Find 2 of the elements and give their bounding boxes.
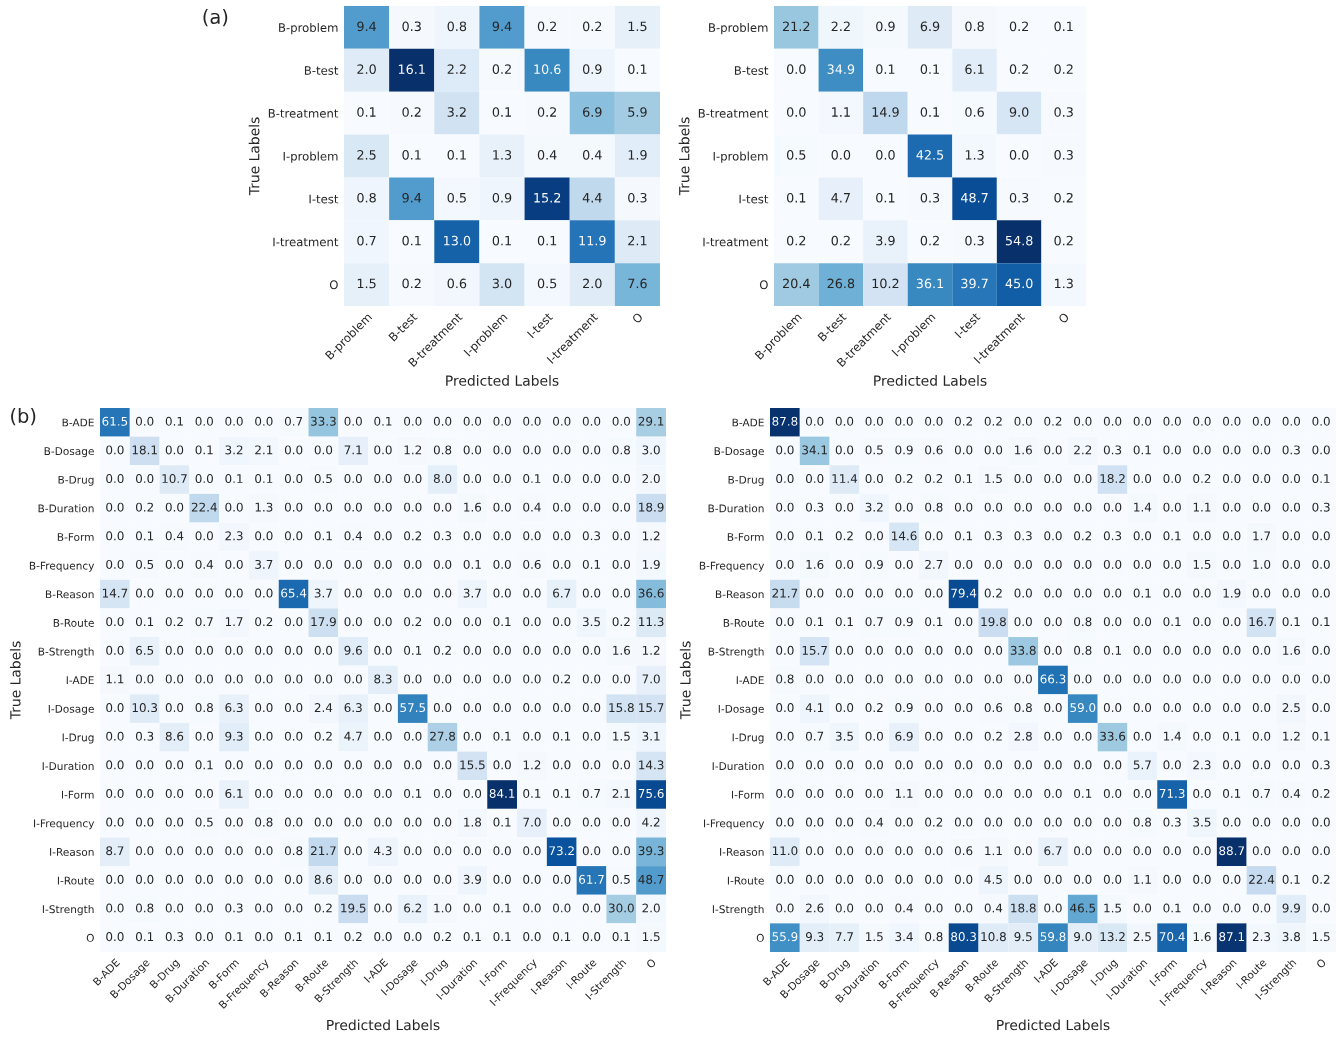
chart-title: (a) [203,9,228,27]
chart-title: (b) [11,408,36,426]
